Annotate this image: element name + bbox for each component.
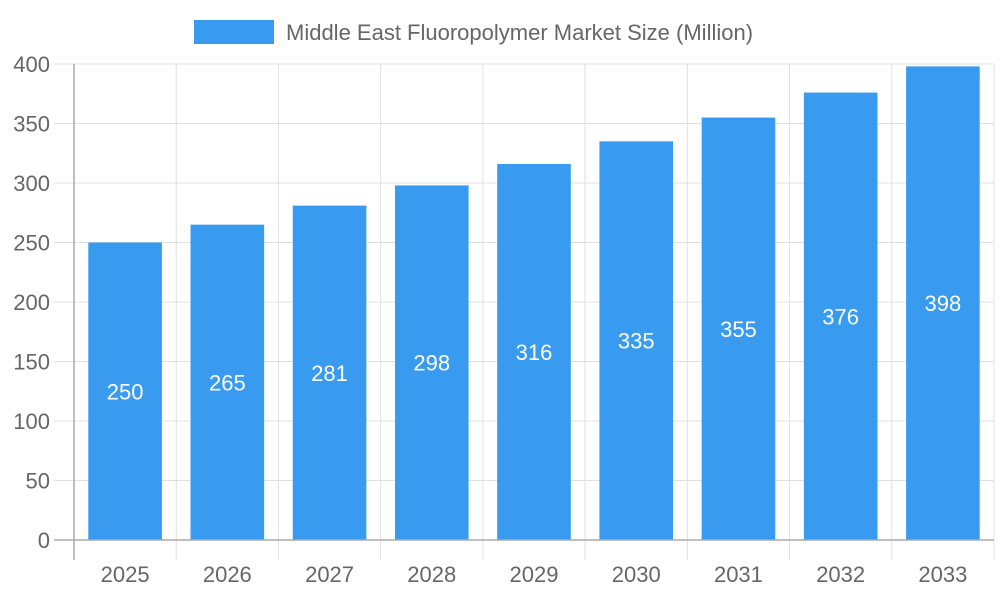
data-label: 265 [209,370,246,395]
bar [394,185,469,540]
bar [701,117,776,541]
x-tick-label: 2033 [918,562,967,587]
x-tick-label: 2026 [203,562,252,587]
data-label: 298 [413,351,450,376]
bar [190,224,265,540]
bar [906,66,980,540]
data-label: 398 [925,291,962,316]
y-tick-label: 150 [13,350,50,375]
data-label: 355 [720,317,757,342]
x-tick-label: 2027 [305,562,354,587]
x-tick-label: 2025 [101,562,150,587]
bar [803,92,878,540]
x-tick-label: 2031 [714,562,763,587]
data-label: 316 [516,340,553,365]
x-tick-label: 2032 [816,562,865,587]
y-tick-label: 300 [13,171,50,196]
legend: Middle East Fluoropolymer Market Size (M… [194,20,753,45]
legend-swatch [194,20,274,44]
axes: 0 50 100 150 200 250 300 350 400 2025 2026 2027 2028… [13,52,994,587]
x-tick-label: 2029 [510,562,559,587]
data-label: 335 [618,329,655,354]
data-label: 250 [107,379,144,404]
data-label: 376 [822,304,859,329]
y-tick-label: 200 [13,290,50,315]
bars: 250 265 281 298 316 335 355 376 398 [88,66,980,541]
bar [599,141,674,540]
y-tick-label: 400 [13,52,50,77]
x-tick-label: 2030 [612,562,661,587]
y-tick-label: 0 [38,528,50,553]
bar [497,163,571,540]
legend-label: Middle East Fluoropolymer Market Size (M… [286,20,753,45]
y-tick-label: 250 [13,231,50,256]
y-tick-label: 50 [26,469,50,494]
bar [292,205,367,541]
y-tick-label: 350 [13,112,50,137]
x-tick-label: 2028 [407,562,456,587]
bar [88,242,162,540]
data-label: 281 [311,361,348,386]
y-tick-label: 100 [13,409,50,434]
